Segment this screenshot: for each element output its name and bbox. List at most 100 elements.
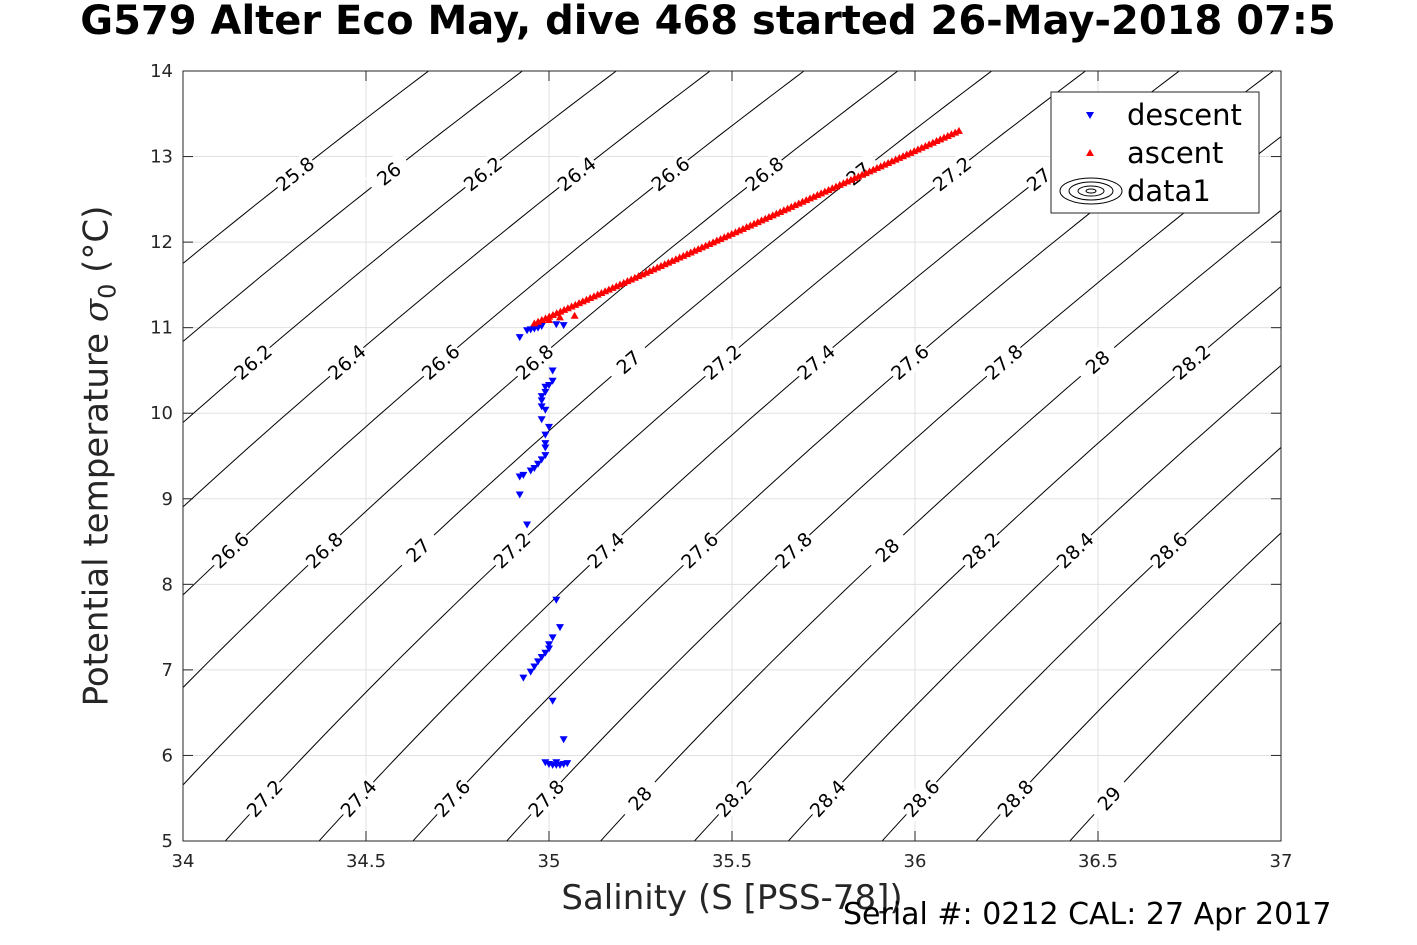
descent-point — [515, 334, 524, 342]
x-tick-label: 36.5 — [1078, 851, 1118, 872]
descent-point — [537, 393, 546, 401]
density-contour — [975, 532, 1281, 841]
y-tick-label: 12 — [150, 232, 173, 253]
descent-point — [563, 760, 572, 768]
descent-point — [552, 759, 561, 767]
contour-label-bg — [885, 339, 934, 385]
descent-point — [530, 464, 539, 472]
contour-label-bg — [804, 774, 851, 822]
contour-label-bg — [364, 151, 413, 196]
descent-point — [548, 634, 557, 642]
descent-point — [541, 388, 550, 396]
page-title: G579 Alter Eco May, dive 468 started 26-… — [80, 0, 1336, 44]
descent-point — [519, 674, 528, 682]
ascent-point — [954, 126, 963, 134]
y-tick-label: 5 — [162, 831, 173, 852]
density-contour — [599, 209, 1281, 841]
contour-label-bg — [710, 774, 757, 822]
ascent-point — [570, 311, 579, 319]
x-tick-label: 34 — [172, 851, 195, 872]
density-contour — [1069, 621, 1281, 841]
descent-point — [541, 444, 550, 452]
legend: descent ascent data1 — [1050, 91, 1260, 214]
descent-point — [534, 460, 543, 468]
legend-ascent-marker — [1086, 149, 1094, 156]
density-contour — [881, 446, 1281, 841]
y-tick-label: 8 — [162, 574, 173, 595]
descent-point — [541, 440, 550, 448]
descent-point — [548, 697, 557, 705]
contour-label-bg — [416, 339, 465, 385]
contour-label-bg — [1167, 339, 1216, 385]
legend-data1-label: data1 — [1127, 174, 1211, 208]
contour-label-bg — [957, 527, 1005, 574]
contour-label-bg — [300, 527, 348, 574]
descent-point — [541, 649, 550, 657]
descent-point — [526, 467, 535, 475]
descent-point — [559, 736, 568, 744]
density-contour — [787, 364, 1281, 841]
descent-point — [526, 668, 535, 676]
x-tick-label: 36 — [904, 851, 927, 872]
contour-label-bg — [335, 774, 382, 822]
descent-point — [545, 645, 553, 653]
legend-descent-marker — [1086, 112, 1094, 119]
contour-label-bg — [792, 339, 840, 385]
descent-point — [545, 423, 553, 431]
contour-label-bg — [552, 151, 601, 196]
contour-label-bg — [458, 151, 507, 196]
y-tick-label: 7 — [162, 660, 173, 681]
descent-point — [537, 654, 546, 662]
contour-label-bg — [604, 339, 653, 385]
contour-label-bg — [1073, 339, 1122, 385]
contour-label-bg — [616, 774, 663, 822]
descent-point — [555, 624, 564, 632]
contour-label-bg — [698, 339, 746, 385]
axis-ticks: 34 34.5 35 35.5 36 36.5 37 5 6 7 8 9 10 11 12 13 14 — [150, 61, 1292, 872]
contour-label-bg — [740, 151, 789, 196]
contour-label-bg — [769, 527, 817, 574]
contour-label-bg — [522, 774, 570, 822]
contour-label-bg — [488, 527, 536, 574]
legend-ascent-label: ascent — [1127, 136, 1223, 170]
descent-point — [559, 322, 568, 330]
descent-point — [523, 521, 532, 529]
contour-label-bg — [898, 774, 945, 822]
descent-point — [552, 321, 561, 329]
descent-point — [545, 641, 553, 649]
y-axis-label: Potential temperature σ0 (°C) — [76, 205, 122, 707]
serial-calibration-note: Serial #: 0212 CAL: 27 Apr 2017 — [843, 897, 1332, 932]
contour-label-bg — [863, 527, 911, 574]
contour-label-bg — [927, 151, 976, 196]
y-tick-label: 11 — [150, 318, 173, 339]
descent-point — [537, 456, 546, 464]
y-tick-label: 9 — [162, 489, 173, 510]
y-tick-label: 10 — [150, 403, 173, 424]
contour-label-bg — [979, 339, 1028, 385]
contour-label-bg — [322, 339, 371, 385]
contour-label-bg — [241, 774, 288, 822]
descent-point — [541, 383, 550, 391]
contour-label-bg — [228, 339, 277, 385]
descent-point — [548, 377, 557, 385]
descent-point — [515, 473, 524, 481]
descent-point — [515, 491, 524, 499]
series-descent — [515, 321, 572, 769]
ascent-point — [555, 313, 564, 321]
legend-descent-label: descent — [1127, 98, 1242, 132]
legend-box — [1050, 91, 1260, 214]
x-tick-label: 37 — [1270, 851, 1293, 872]
descent-point — [537, 397, 546, 405]
x-tick-label: 35.5 — [712, 851, 752, 872]
descent-point — [537, 416, 546, 424]
contour-label-bg — [206, 527, 254, 574]
density-contour — [693, 285, 1281, 841]
descent-point — [537, 322, 546, 330]
descent-point — [548, 367, 557, 375]
contour-label-bg — [394, 527, 442, 574]
contour-label-bg — [1086, 774, 1133, 822]
contour-label-bg — [675, 527, 724, 574]
descent-point — [530, 663, 539, 671]
contour-label-bg — [646, 151, 695, 196]
